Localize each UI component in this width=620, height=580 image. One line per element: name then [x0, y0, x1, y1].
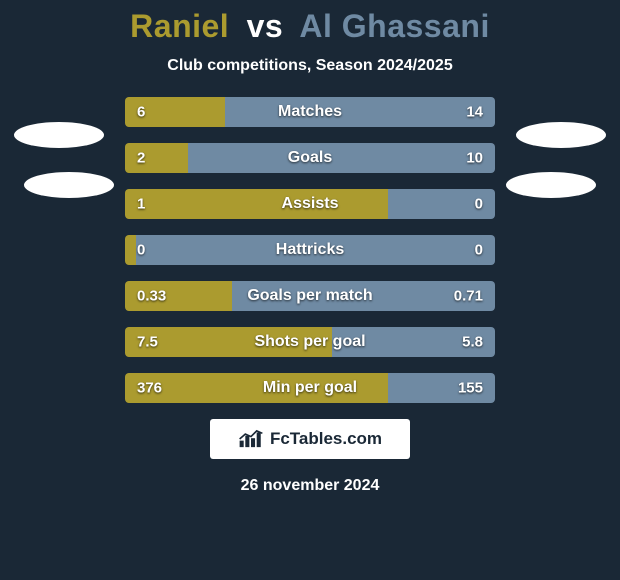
stat-value-right: 14	[466, 104, 483, 121]
stat-bar-left	[125, 143, 188, 173]
stat-label: Hattricks	[276, 241, 344, 259]
stat-row: 2 Goals 10	[125, 143, 495, 173]
stat-bar-left	[125, 189, 388, 219]
stat-value-left: 1	[137, 196, 145, 213]
stat-value-left: 376	[137, 380, 162, 397]
stat-bar-right	[188, 143, 495, 173]
stat-value-right: 155	[458, 380, 483, 397]
player1-flag-placeholder	[24, 172, 114, 198]
stat-row: 6 Matches 14	[125, 97, 495, 127]
stat-label: Min per goal	[263, 379, 357, 397]
player1-photo-placeholder	[14, 122, 104, 148]
footer-date: 26 november 2024	[0, 477, 620, 495]
source-logo-text: FcTables.com	[270, 429, 382, 449]
stat-row: 7.5 Shots per goal 5.8	[125, 327, 495, 357]
stat-value-left: 0.33	[137, 288, 166, 305]
stat-value-right: 0	[475, 242, 483, 259]
stat-bar-left	[125, 235, 136, 265]
subtitle: Club competitions, Season 2024/2025	[0, 57, 620, 75]
stat-value-right: 0	[475, 196, 483, 213]
player2-name: Al Ghassani	[299, 8, 489, 44]
stat-value-right: 5.8	[462, 334, 483, 351]
page-title: Raniel vs Al Ghassani	[0, 8, 620, 45]
stat-label: Assists	[282, 195, 339, 213]
player1-name: Raniel	[130, 8, 229, 44]
stat-label: Shots per goal	[254, 333, 365, 351]
source-logo: FcTables.com	[210, 419, 410, 459]
stat-value-left: 0	[137, 242, 145, 259]
stat-label: Goals per match	[247, 287, 372, 305]
stats-rows: 6 Matches 14 2 Goals 10 1 Assists 0 0 Hattricks 0 0.…	[125, 97, 495, 403]
stat-value-left: 7.5	[137, 334, 158, 351]
stat-label: Goals	[288, 149, 332, 167]
stat-row: 0 Hattricks 0	[125, 235, 495, 265]
stat-row: 1 Assists 0	[125, 189, 495, 219]
chart-icon	[238, 429, 264, 449]
vs-text: vs	[247, 8, 284, 44]
stat-value-right: 0.71	[454, 288, 483, 305]
stat-bar-right	[225, 97, 495, 127]
stat-value-right: 10	[466, 150, 483, 167]
stat-label: Matches	[278, 103, 342, 121]
comparison-card: Raniel vs Al Ghassani Club competitions,…	[0, 0, 620, 580]
stat-value-left: 2	[137, 150, 145, 167]
stat-row: 376 Min per goal 155	[125, 373, 495, 403]
stat-value-left: 6	[137, 104, 145, 121]
stat-row: 0.33 Goals per match 0.71	[125, 281, 495, 311]
player2-flag-placeholder	[506, 172, 596, 198]
player2-photo-placeholder	[516, 122, 606, 148]
